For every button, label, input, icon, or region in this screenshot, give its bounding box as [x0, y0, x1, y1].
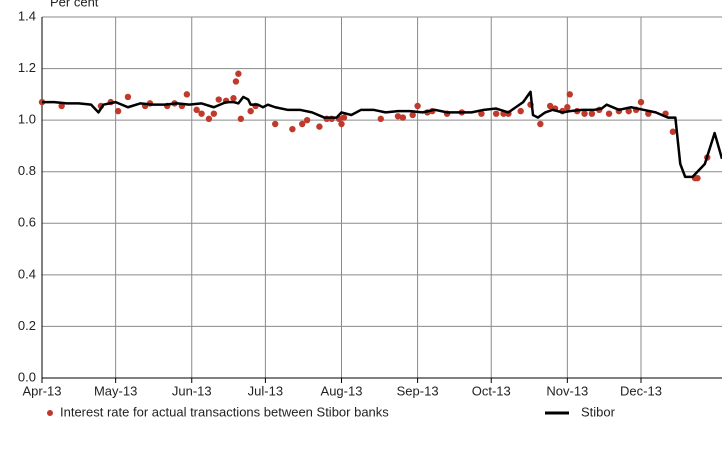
point	[237, 115, 245, 123]
legend-label: Stibor	[581, 404, 616, 419]
point	[205, 115, 213, 123]
y-axis-label: Per cent	[50, 0, 99, 9]
y-tick-label: 1.0	[18, 112, 36, 127]
point	[183, 91, 191, 98]
point	[537, 120, 544, 128]
point	[394, 113, 402, 120]
point	[566, 91, 573, 98]
point	[272, 120, 279, 128]
point	[247, 107, 254, 115]
x-tick-label: Aug-13	[321, 383, 363, 398]
point	[492, 110, 500, 117]
point	[605, 110, 613, 117]
point	[377, 115, 384, 123]
x-tick-label: Nov-13	[546, 383, 588, 398]
point	[299, 120, 306, 128]
x-tick-label: Sep-13	[397, 383, 439, 398]
point	[669, 128, 677, 135]
point	[289, 125, 296, 133]
y-tick-label: 0.2	[18, 318, 36, 333]
x-tick-label: Dec-13	[620, 383, 662, 398]
y-tick-label: 1.2	[18, 60, 36, 75]
point	[414, 102, 421, 110]
point	[124, 93, 132, 101]
point	[694, 174, 701, 182]
y-tick-label: 0.4	[18, 266, 36, 281]
point	[340, 114, 348, 121]
point	[210, 110, 218, 117]
point	[235, 70, 242, 77]
line	[42, 90, 722, 179]
point	[114, 107, 122, 115]
x-tick-label: Jun-13	[172, 383, 212, 398]
point	[303, 116, 311, 124]
point	[625, 107, 632, 115]
x-tick-label: Jul-13	[248, 383, 283, 398]
legend-marker	[47, 410, 53, 416]
point	[517, 107, 524, 115]
x-tick-label: May-13	[94, 383, 137, 398]
point	[588, 110, 596, 117]
point	[637, 98, 645, 106]
point	[409, 111, 416, 119]
point	[58, 102, 65, 110]
y-tick-label: 0.6	[18, 215, 36, 230]
x-tick-label: Oct-13	[472, 383, 511, 398]
point	[478, 110, 485, 117]
point	[215, 96, 222, 103]
point	[338, 120, 345, 128]
point	[564, 104, 571, 111]
point	[399, 114, 407, 121]
x-tick-label: Apr-13	[22, 383, 61, 398]
y-tick-label: 0.8	[18, 163, 36, 178]
point	[316, 123, 323, 130]
point	[230, 95, 237, 102]
point	[193, 106, 200, 114]
point	[232, 78, 240, 85]
point	[581, 110, 588, 117]
y-tick-label: 0.0	[18, 369, 36, 384]
legend-label: Interest rate for actual transactions be…	[60, 404, 389, 419]
point	[198, 110, 205, 117]
y-tick-label: 1.4	[18, 8, 36, 23]
point	[546, 102, 554, 110]
